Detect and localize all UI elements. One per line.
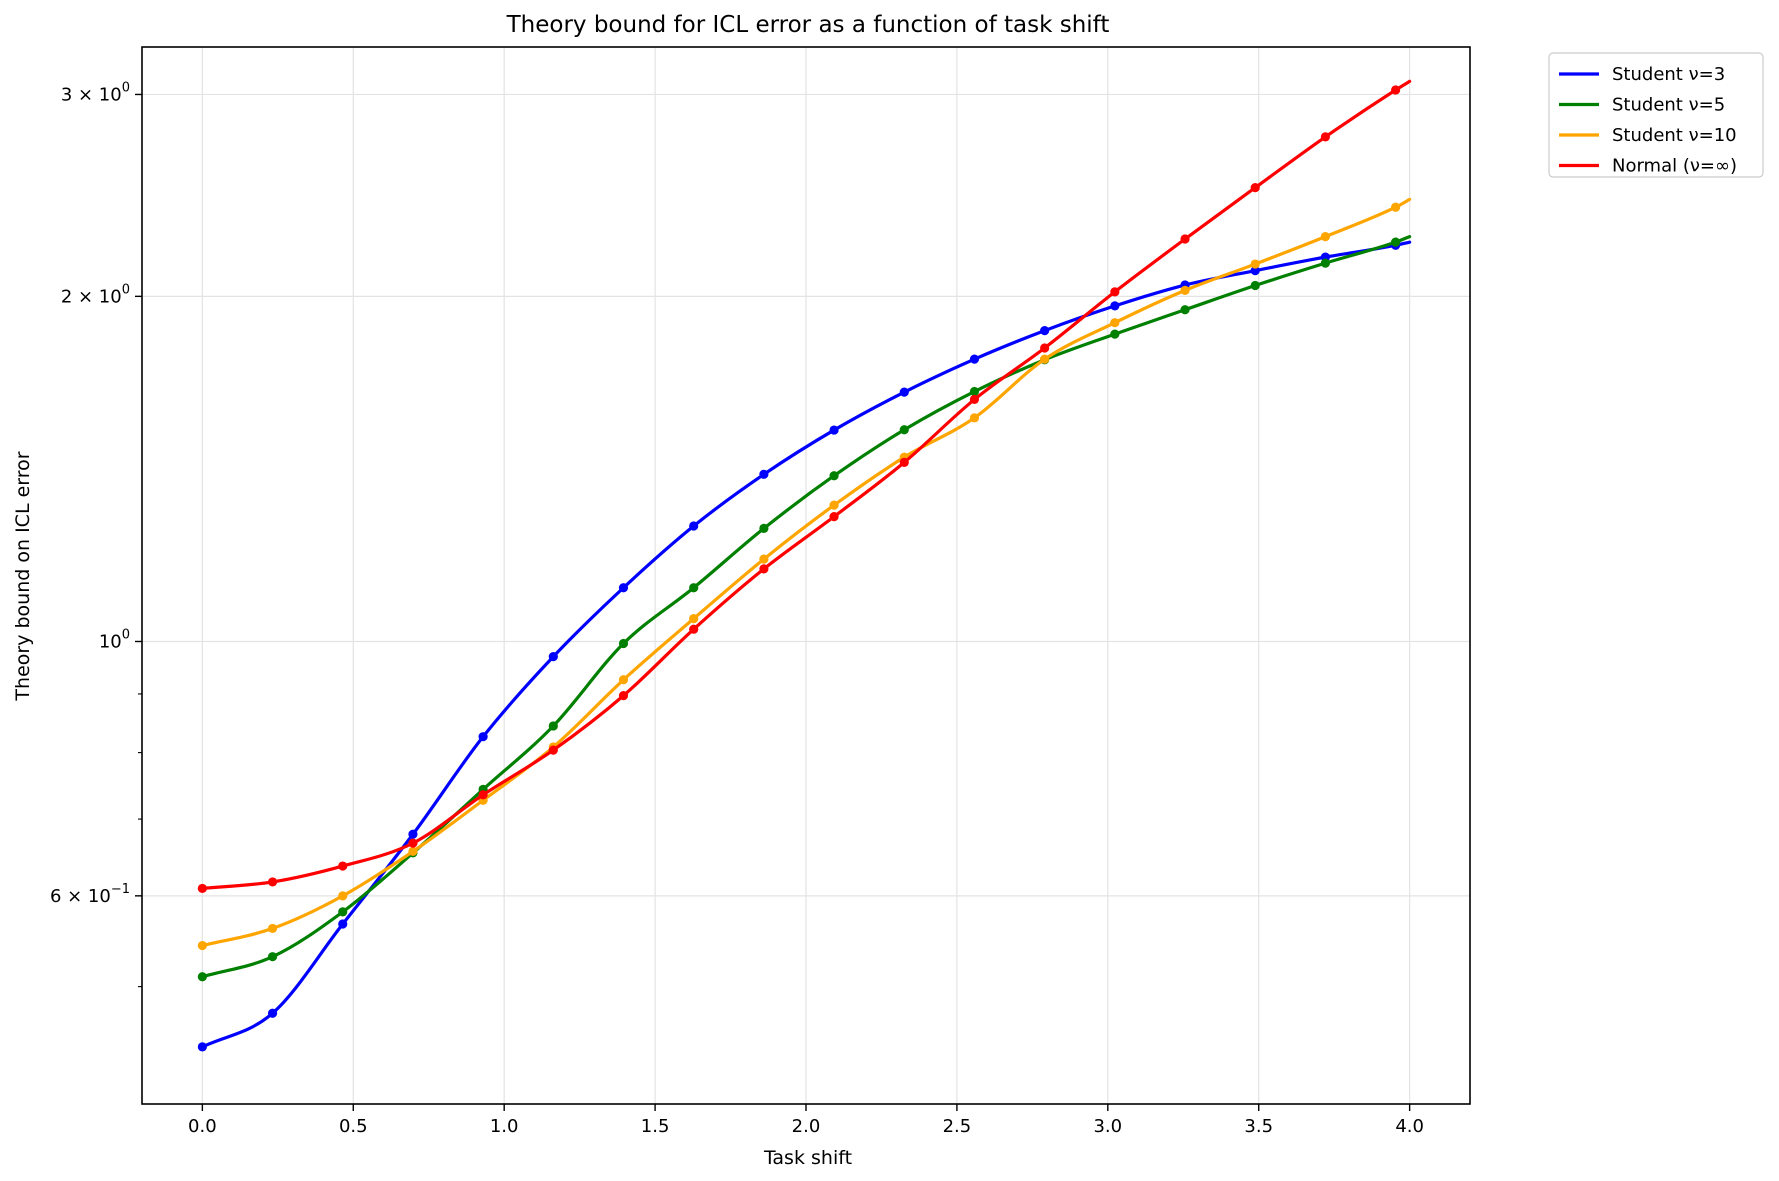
legend-item: Normal (ν=∞)	[1559, 156, 1737, 177]
x-tick-label: 3.5	[1244, 1116, 1273, 1137]
data-point	[969, 386, 980, 397]
y-tick-label: 3 × 100	[61, 80, 130, 105]
data-point	[1250, 266, 1260, 276]
data-point	[969, 354, 980, 364]
data-point	[618, 675, 629, 685]
data-point	[267, 952, 278, 962]
data-point	[1110, 301, 1120, 311]
data-point	[829, 471, 839, 481]
chart-title: Theory bound for ICL error as a function…	[506, 12, 1110, 38]
x-tick-label: 3.0	[1093, 1116, 1122, 1137]
data-point	[338, 891, 348, 901]
x-tick-label: 2.0	[792, 1116, 821, 1137]
data-point	[689, 614, 699, 624]
data-point	[759, 554, 769, 564]
data-point	[338, 861, 348, 871]
x-tick-label: 0.5	[339, 1116, 368, 1137]
data-point	[1391, 202, 1401, 212]
data-point	[829, 425, 839, 435]
data-point	[267, 1008, 278, 1018]
legend-label: Normal (ν=∞)	[1612, 156, 1737, 177]
data-point	[548, 745, 558, 755]
data-point	[408, 846, 418, 857]
data-point	[338, 919, 348, 929]
data-point	[548, 652, 558, 662]
y-tick-label: 100	[99, 627, 130, 652]
data-point	[1110, 318, 1120, 328]
data-point	[1180, 285, 1190, 296]
legend-item: Student ν=5	[1559, 95, 1725, 116]
legend: Student ν=3 Student ν=5 Student ν=10 Normal…	[1548, 52, 1764, 178]
data-point	[759, 469, 769, 479]
data-point	[689, 624, 699, 634]
series-line	[200, 240, 1412, 1049]
data-point	[1180, 234, 1190, 244]
series-layer	[197, 79, 1412, 1052]
data-point	[1040, 326, 1050, 336]
data-point	[1250, 280, 1260, 291]
grid-lines	[142, 47, 1470, 1104]
data-point	[689, 521, 699, 531]
legend-item: Student ν=10	[1559, 125, 1737, 146]
data-point	[1320, 258, 1330, 268]
data-point	[1391, 237, 1401, 247]
data-point	[1250, 259, 1260, 269]
x-tick-label: 0.0	[188, 1116, 217, 1137]
data-point	[1320, 231, 1330, 242]
legend-label: Student ν=3	[1612, 64, 1725, 85]
data-point	[759, 564, 769, 574]
data-point	[197, 940, 207, 951]
legend-label: Student ν=10	[1612, 125, 1737, 146]
data-point	[267, 923, 278, 934]
data-point	[197, 972, 207, 982]
data-point	[478, 732, 488, 742]
data-point	[899, 387, 909, 397]
data-point	[478, 790, 488, 800]
x-axis-ticks: 0.0 0.5 1.0 1.5 2.0 2.5 3.0 3.5 4.0	[188, 1104, 1424, 1137]
data-point	[689, 583, 699, 593]
data-point	[969, 413, 980, 423]
data-point	[338, 907, 348, 917]
data-point	[829, 512, 839, 522]
data-point	[899, 425, 909, 435]
data-point	[1110, 287, 1120, 297]
y-axis-label: Theory bound on ICL error	[12, 451, 34, 701]
data-point	[1180, 305, 1190, 315]
data-point	[1320, 132, 1330, 142]
y-tick-label: 2 × 100	[61, 282, 130, 307]
data-point	[1040, 343, 1050, 353]
x-tick-label: 4.0	[1395, 1116, 1424, 1137]
y-axis-ticks: 6 × 10−1 100 2 × 100 3 × 100	[50, 80, 142, 988]
data-point	[1250, 183, 1260, 193]
data-point	[618, 583, 629, 593]
data-point	[899, 457, 909, 467]
data-point	[618, 691, 629, 701]
legend-label: Student ν=5	[1612, 95, 1725, 116]
data-point	[969, 394, 980, 405]
series-4	[197, 79, 1412, 894]
data-point	[1391, 85, 1401, 95]
data-point	[197, 883, 207, 894]
data-point	[408, 838, 418, 848]
x-axis-label: Task shift	[763, 1147, 852, 1169]
data-point	[548, 721, 558, 731]
x-tick-label: 1.5	[641, 1116, 670, 1137]
legend-box	[1548, 52, 1764, 178]
data-point	[267, 877, 278, 887]
x-tick-label: 2.5	[943, 1116, 972, 1137]
data-point	[1110, 329, 1120, 339]
data-point	[408, 829, 418, 839]
data-point	[618, 638, 629, 649]
y-tick-label: 6 × 10−1	[50, 882, 130, 907]
legend-item: Student ν=3	[1559, 64, 1725, 85]
x-tick-label: 1.0	[490, 1116, 519, 1137]
data-point	[759, 523, 769, 533]
data-point	[829, 500, 839, 510]
data-point	[197, 1042, 207, 1052]
data-point	[1040, 354, 1050, 364]
